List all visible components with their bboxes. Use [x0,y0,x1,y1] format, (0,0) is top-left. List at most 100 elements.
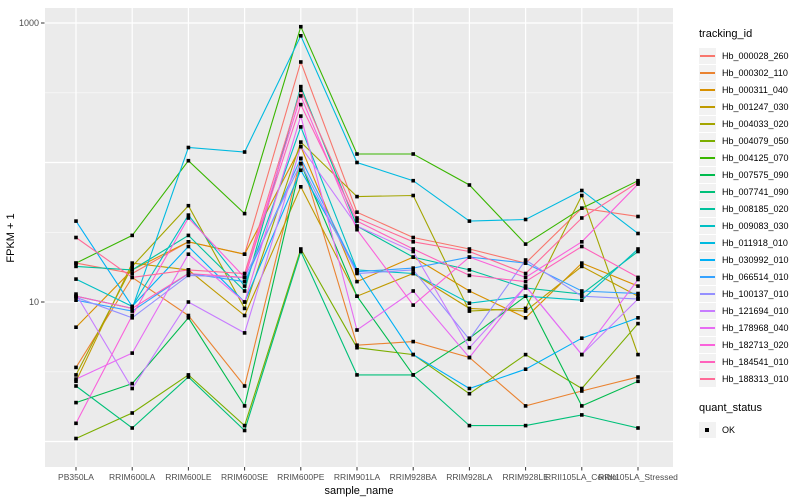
data-point [355,345,359,350]
legend-key-line-icon [700,54,715,57]
data-point [523,309,528,313]
data-point [299,144,303,149]
legend-key-swatch [699,47,716,64]
data-point [580,206,584,210]
data-point [411,268,415,272]
legend-item-label: Hb_011918_010 [722,237,788,248]
data-point [467,289,472,293]
legend-item-label: Hb_008185_020 [722,203,789,214]
legend-item: Hb_004125_070 [699,149,799,166]
data-point [411,255,415,259]
legend-item-label: Hb_066514_010 [722,271,789,282]
data-point [130,381,134,386]
data-point [636,214,640,219]
data-point [242,313,247,318]
data-point [299,94,303,98]
data-point [467,423,472,428]
data-point [636,249,640,254]
data-point [299,140,303,144]
data-point [411,271,415,276]
data-point [523,352,528,357]
data-point [130,386,134,391]
data-point [299,60,303,64]
data-point [523,258,528,262]
data-point [580,413,584,417]
data-point [523,294,528,298]
data-point [186,313,191,318]
data-point [636,180,640,185]
legend-key-swatch [699,115,716,132]
data-point [242,404,247,408]
data-point [355,294,359,298]
data-point [242,275,247,280]
legend-key-swatch [699,132,716,149]
legend-title-quant-status: quant_status [699,402,762,414]
data-point [186,271,191,276]
x-tick-label: RRIM928BA [390,472,438,482]
data-point [242,284,247,288]
data-point [74,277,78,281]
data-point [242,384,247,388]
legend-item: Hb_100137_010 [699,285,799,302]
data-point [467,268,472,272]
legend-key-swatch [699,81,716,98]
data-point [74,436,78,441]
data-point [580,264,584,269]
data-point [636,231,640,236]
data-point [74,365,78,370]
legend-key-line-icon [700,326,715,329]
data-point [580,188,584,193]
data-point [467,337,472,342]
legend-key-line-icon [700,360,715,363]
data-point [242,211,247,216]
legend-key-swatch [699,370,716,387]
data-point [411,339,415,344]
legend-key-line-icon [700,122,715,125]
data-point [186,373,191,377]
legend-item-label: Hb_001247_030 [722,101,789,112]
legend-item-label: Hb_178968_040 [722,322,789,333]
legend-key-swatch [699,217,716,234]
data-point [130,264,134,269]
legend-key-line-icon [700,292,715,295]
data-point [467,249,472,254]
data-point [636,321,640,326]
data-point [186,268,191,272]
data-point [580,404,584,408]
data-point [580,244,584,249]
data-point [186,273,191,278]
data-point [130,306,134,311]
x-tick-label: PB350LA [58,472,94,482]
data-point [130,271,134,276]
data-point [636,275,640,280]
data-point [580,289,584,293]
data-point [467,273,472,278]
data-point [74,261,78,265]
plot-svg: 1000 10 PB350LA RRIM600LA RRIM600LE RRIM600SE… [5,8,678,497]
legend-item: Hb_030992_010 [699,251,799,268]
legend-item: Hb_011918_010 [699,234,799,251]
data-point [74,373,78,377]
legend-item-label: Hb_007741_090 [722,186,789,197]
legend-key-line-icon [700,207,715,210]
data-point [74,292,78,296]
data-point [299,84,303,89]
data-point [242,271,247,276]
legend-item: Hb_000028_260 [699,47,799,64]
data-point [580,292,584,296]
legend-item-label: Hb_000302_110 [722,67,788,78]
data-point [523,306,528,311]
data-point [523,286,528,290]
legend-key-swatch [699,166,716,183]
data-point [636,294,640,298]
data-point [130,426,134,430]
data-point [130,268,134,272]
data-point [467,309,472,313]
legend-item-label: Hb_184541_010 [722,356,789,367]
data-point [130,411,134,415]
data-point [242,300,247,304]
data-point [130,304,134,309]
data-point [186,145,191,150]
legend-item-label: Hb_004079_050 [722,135,789,146]
data-point [580,389,584,393]
